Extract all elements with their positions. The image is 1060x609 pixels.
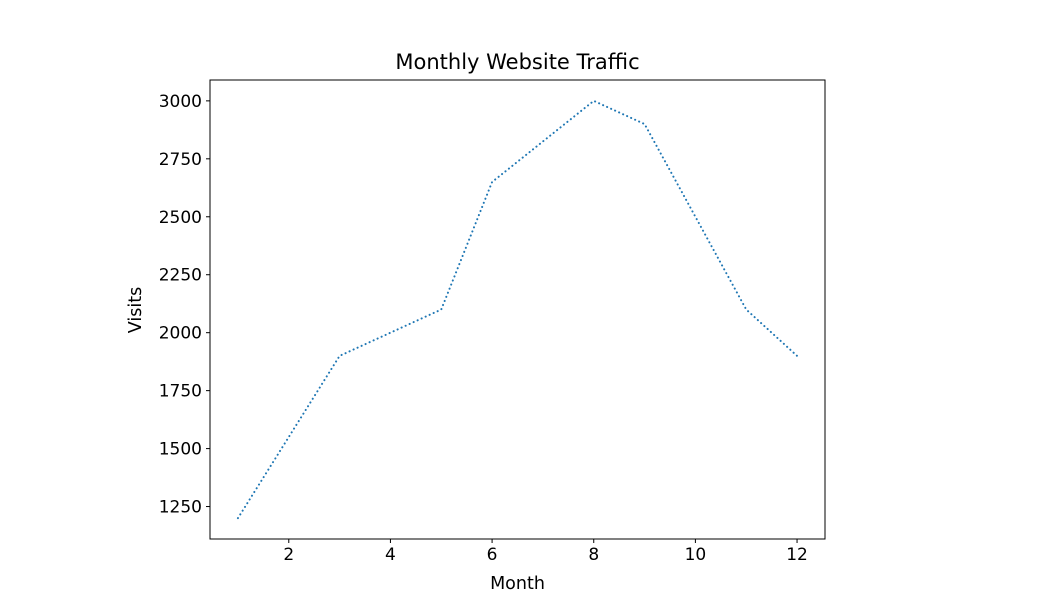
x-axis-label: Month — [490, 574, 545, 594]
y-tick-label: 1250 — [159, 498, 202, 518]
y-tick-label: 3000 — [159, 92, 202, 112]
y-tick-label: 1750 — [159, 382, 202, 402]
y-axis-label: Visits — [126, 287, 146, 333]
chart-title: Monthly Website Traffic — [395, 50, 639, 74]
y-tick-label: 2500 — [159, 208, 202, 228]
traffic-line — [236, 99, 799, 520]
x-tick-label: 8 — [588, 545, 599, 565]
x-tick-label: 10 — [685, 545, 707, 565]
y-tick-label: 2000 — [159, 324, 202, 344]
plot-area: 2 4 6 8 10 12 1250 1500 1750 2000 2250 2500 2750 3000 — [159, 79, 826, 565]
x-tick-label: 4 — [385, 545, 396, 565]
plot-frame — [209, 79, 826, 540]
x-tick-label: 12 — [786, 545, 808, 565]
y-tick-label: 2250 — [159, 266, 202, 286]
x-tick-label: 6 — [487, 545, 498, 565]
y-tick-label: 2750 — [159, 150, 202, 170]
x-tick-label: 2 — [283, 545, 294, 565]
y-tick-label: 1500 — [159, 440, 202, 460]
